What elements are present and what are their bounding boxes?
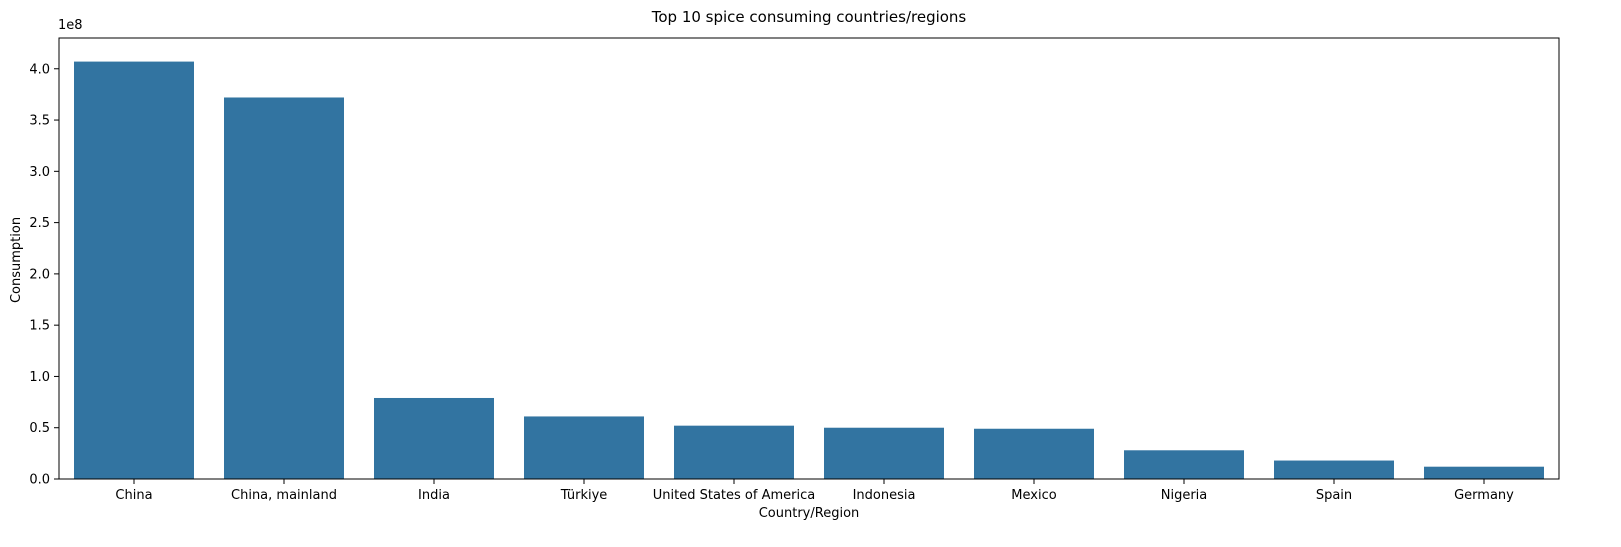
- bar-united-states-of-america: [674, 425, 794, 479]
- y-tick-label: 1.5: [29, 319, 50, 334]
- y-multiplier-label: 1e8: [58, 18, 83, 33]
- y-tick-label: 0.5: [29, 421, 50, 436]
- y-tick-label: 2.5: [29, 216, 50, 231]
- bar-mexico: [974, 428, 1094, 479]
- x-tick-label: United States of America: [653, 488, 815, 503]
- x-axis-ticks: China China, mainland India Türkiye United S…: [115, 479, 1514, 503]
- bar-indonesia: [824, 427, 944, 479]
- bar-india: [374, 397, 494, 479]
- x-tick-label: Germany: [1454, 488, 1514, 503]
- y-tick-label: 2.0: [29, 267, 50, 282]
- bar-series: [74, 61, 1544, 480]
- x-tick-label: Spain: [1316, 488, 1352, 503]
- bar-germany: [1424, 466, 1544, 479]
- x-tick-label: Mexico: [1011, 488, 1056, 503]
- x-axis-title: Country/Region: [759, 506, 860, 521]
- x-tick-label: Indonesia: [853, 488, 916, 503]
- bar-spain: [1274, 460, 1394, 479]
- x-tick-label: Nigeria: [1161, 488, 1208, 503]
- bar-t-rkiye: [524, 416, 644, 479]
- y-tick-label: 3.0: [29, 165, 50, 180]
- bar-china-mainland: [224, 97, 344, 480]
- bar-nigeria: [1124, 450, 1244, 479]
- y-tick-label: 4.0: [29, 62, 50, 77]
- plot-frame: [58, 37, 1560, 480]
- y-tick-label: 3.5: [29, 114, 50, 129]
- x-tick-label: China, mainland: [231, 488, 337, 503]
- y-tick-label: 0.0: [29, 473, 50, 488]
- x-tick-label: China: [115, 488, 152, 503]
- y-tick-label: 1.0: [29, 370, 50, 385]
- y-axis-title: Consumption: [9, 217, 24, 303]
- x-tick-label: India: [418, 488, 450, 503]
- x-tick-label: Türkiye: [560, 488, 608, 503]
- y-axis-ticks: 0.0 0.5 1.0 1.5 2.0 2.5 3.0 3.5 4.0: [29, 62, 59, 488]
- bar-china: [74, 61, 194, 479]
- chart-title: Top 10 spice consuming countries/regions: [651, 8, 967, 26]
